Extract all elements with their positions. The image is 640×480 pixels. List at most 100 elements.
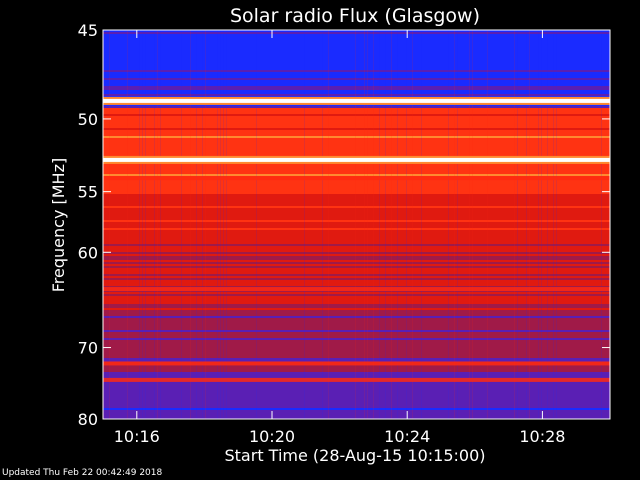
heatmap-streak <box>448 30 449 419</box>
heatmap-streak <box>181 30 182 419</box>
heatmap-streak <box>109 30 110 419</box>
heatmap-row <box>103 82 610 84</box>
heatmap-row <box>103 336 610 338</box>
heatmap-streak <box>421 30 422 419</box>
heatmap-row <box>103 78 610 80</box>
heatmap-streak <box>154 30 155 419</box>
heatmap-streak <box>529 30 530 419</box>
heatmap-streak <box>157 30 158 419</box>
heatmap-row <box>103 276 610 278</box>
heatmap-row <box>103 64 610 66</box>
heatmap-row <box>103 414 610 416</box>
heatmap-row <box>103 118 610 120</box>
heatmap-row <box>103 48 610 50</box>
heatmap-row <box>103 200 610 202</box>
heatmap-row <box>103 34 610 36</box>
heatmap-row <box>103 314 610 316</box>
heatmap-streak <box>487 30 488 419</box>
heatmap-row <box>103 392 610 394</box>
heatmap-streak <box>367 30 368 419</box>
heatmap-row <box>103 234 610 236</box>
heatmap-row <box>103 86 610 88</box>
heatmap-streak <box>139 30 140 419</box>
heatmap-streak <box>322 30 323 419</box>
band-high <box>103 287 610 292</box>
heatmap-row <box>103 330 610 332</box>
heatmap-row <box>103 62 610 64</box>
heatmap-row <box>103 148 610 150</box>
heatmap-row <box>103 80 610 82</box>
heatmap-row <box>103 154 610 156</box>
heatmap-row <box>103 372 610 374</box>
heatmap-row <box>103 30 610 32</box>
heatmap-row <box>103 180 610 182</box>
heatmap-row <box>103 306 610 308</box>
heatmap-row <box>103 278 610 280</box>
heatmap-row <box>103 106 610 108</box>
heatmap-streak <box>304 30 305 419</box>
heatmap-streak <box>145 30 146 419</box>
heatmap-row <box>103 122 610 124</box>
heatmap-streak <box>217 30 218 419</box>
heatmap-streak <box>127 30 128 419</box>
heatmap-row <box>103 300 610 302</box>
heatmap-row <box>103 60 610 62</box>
heatmap-row <box>103 266 610 268</box>
heatmap-row <box>103 320 610 322</box>
heatmap-streak <box>223 30 224 419</box>
heatmap-row <box>103 302 610 304</box>
heatmap-row <box>103 342 610 344</box>
heatmap-row <box>103 296 610 298</box>
band-high <box>103 377 610 382</box>
heatmap-streak <box>397 30 398 419</box>
y-tick-label: 60 <box>78 243 98 262</box>
heatmap-row <box>103 116 610 118</box>
heatmap-row <box>103 142 610 144</box>
heatmap-row <box>103 384 610 386</box>
heatmap-row <box>103 282 610 284</box>
heatmap-row <box>103 192 610 194</box>
heatmap-row <box>103 408 610 410</box>
heatmap-row <box>103 212 610 214</box>
y-tick-label: 70 <box>78 339 98 358</box>
heatmap-row <box>103 220 610 222</box>
heatmap-row <box>103 236 610 238</box>
heatmap-row <box>103 402 610 404</box>
heatmap-row <box>103 344 610 346</box>
band-high <box>103 176 610 181</box>
heatmap-streak <box>205 30 206 419</box>
heatmap-streak <box>454 30 455 419</box>
heatmap-streak <box>412 30 413 419</box>
heatmap-streak <box>373 30 374 419</box>
heatmap-row <box>103 44 610 46</box>
heatmap-row <box>103 202 610 204</box>
heatmap-row <box>103 280 610 282</box>
band-saturated <box>103 98 610 103</box>
heatmap-row <box>103 204 610 206</box>
heatmap-streak <box>160 30 161 419</box>
heatmap-row <box>103 104 610 106</box>
heatmap-row <box>103 346 610 348</box>
heatmap-row <box>103 130 610 132</box>
heatmap-row <box>103 226 610 228</box>
axes: 45 50 55 60 70 80 10:16 10:20 10:24 10:28 <box>78 21 611 446</box>
heatmap-row <box>103 326 610 328</box>
heatmap-streak <box>472 30 473 419</box>
heatmap-streak <box>469 30 470 419</box>
heatmap-row <box>103 92 610 94</box>
heatmap-streak <box>517 30 518 419</box>
heatmap-row <box>103 286 610 288</box>
heatmap-row <box>103 240 610 242</box>
heatmap-row <box>103 390 610 392</box>
heatmap-row <box>103 242 610 244</box>
heatmap-streak <box>220 30 221 419</box>
heatmap-row <box>103 108 610 110</box>
heatmap-row <box>103 138 610 140</box>
heatmap-streak <box>379 30 380 419</box>
plot-frame <box>102 29 611 420</box>
heatmap-streak <box>457 30 458 419</box>
heatmap-streak <box>601 30 602 419</box>
heatmap-row <box>103 216 610 218</box>
heatmap-row <box>103 222 610 224</box>
heatmap-row <box>103 354 610 356</box>
